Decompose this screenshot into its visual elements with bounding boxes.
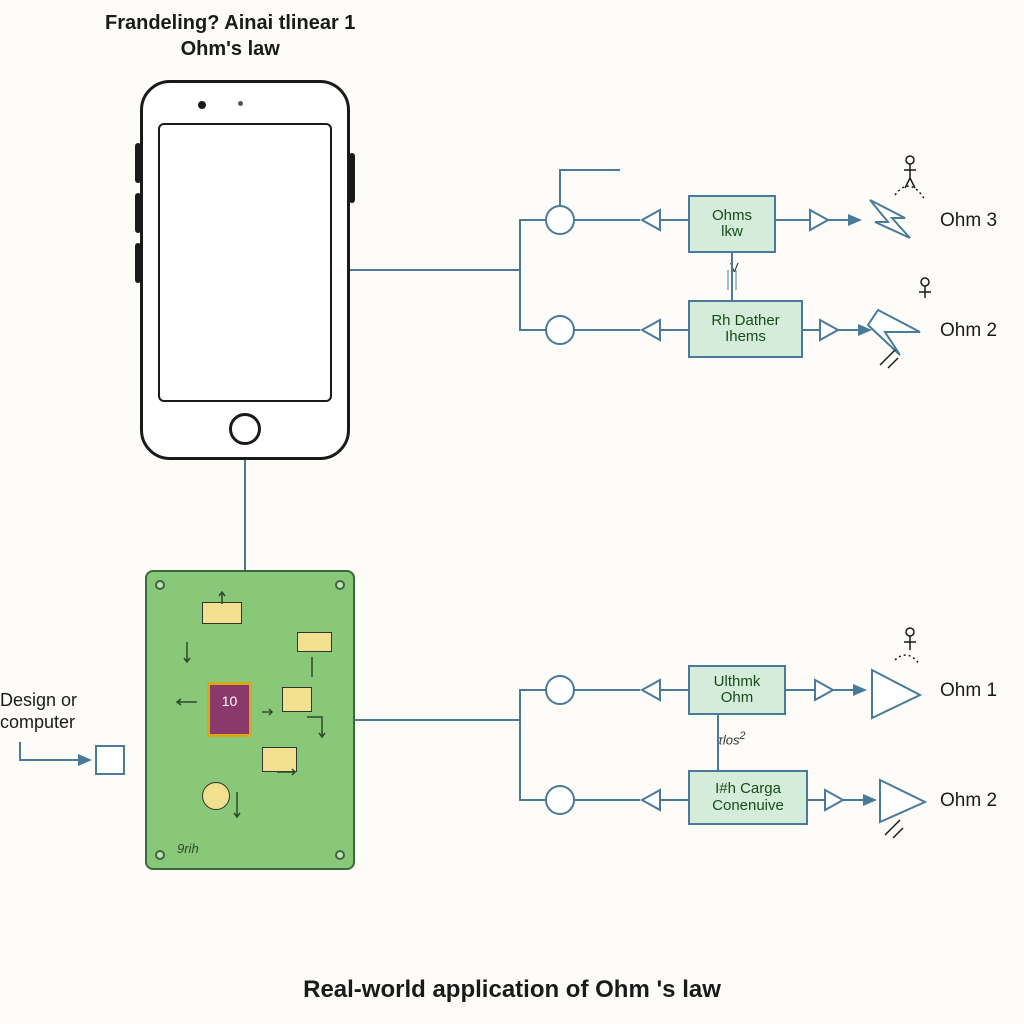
- left-label-line: Design or: [0, 690, 77, 710]
- pcb-traces: [147, 572, 353, 868]
- phone-home-button: [229, 413, 261, 445]
- computer-box: [95, 745, 125, 775]
- left-design-label: Design or computer: [0, 690, 77, 733]
- tlos-label: τlos2: [718, 730, 746, 747]
- label-ohm2b: Ohm 2: [940, 790, 997, 812]
- bottom-title: Real-world application of Ohm 's law: [0, 976, 1024, 1004]
- circuit-board: 10 9rih: [145, 570, 355, 870]
- phone-outline: [140, 80, 350, 460]
- box-text: Ohm: [694, 690, 780, 707]
- label-ohm1: Ohm 1: [940, 680, 997, 702]
- flow-box-carga: I#h Carga Conenuive: [688, 770, 808, 825]
- flow-box-ulthmk: Ulthmk Ohm: [688, 665, 786, 715]
- box-text: lkw: [694, 224, 770, 241]
- flow-box-ohms-law: Ohms lkw: [688, 195, 776, 253]
- top-title-line2: Ohm's law: [181, 38, 280, 60]
- box-text: Ohms: [694, 208, 770, 225]
- box-text: I#h Carga: [694, 781, 802, 798]
- left-label-line: computer: [0, 712, 75, 732]
- phone-speaker-dot: [238, 101, 243, 106]
- flow-box-rh-dather: Rh Dather Ihems: [688, 300, 803, 358]
- box-text: Rh Dather: [694, 313, 797, 330]
- phone-screen: [158, 123, 332, 402]
- label-ohm3: Ohm 3: [940, 210, 997, 232]
- box-text: Ulthmk: [694, 674, 780, 691]
- phone-camera-dot: [198, 101, 206, 109]
- top-title: Frandeling? Ainai tlinear 1 Ohm's law: [105, 10, 355, 62]
- box-text: Conenuive: [694, 798, 802, 815]
- v-label: V: [730, 260, 739, 275]
- top-title-line1: Frandeling? Ainai tlinear 1: [105, 12, 355, 34]
- label-ohm2: Ohm 2: [940, 320, 997, 342]
- box-text: Ihems: [694, 329, 797, 346]
